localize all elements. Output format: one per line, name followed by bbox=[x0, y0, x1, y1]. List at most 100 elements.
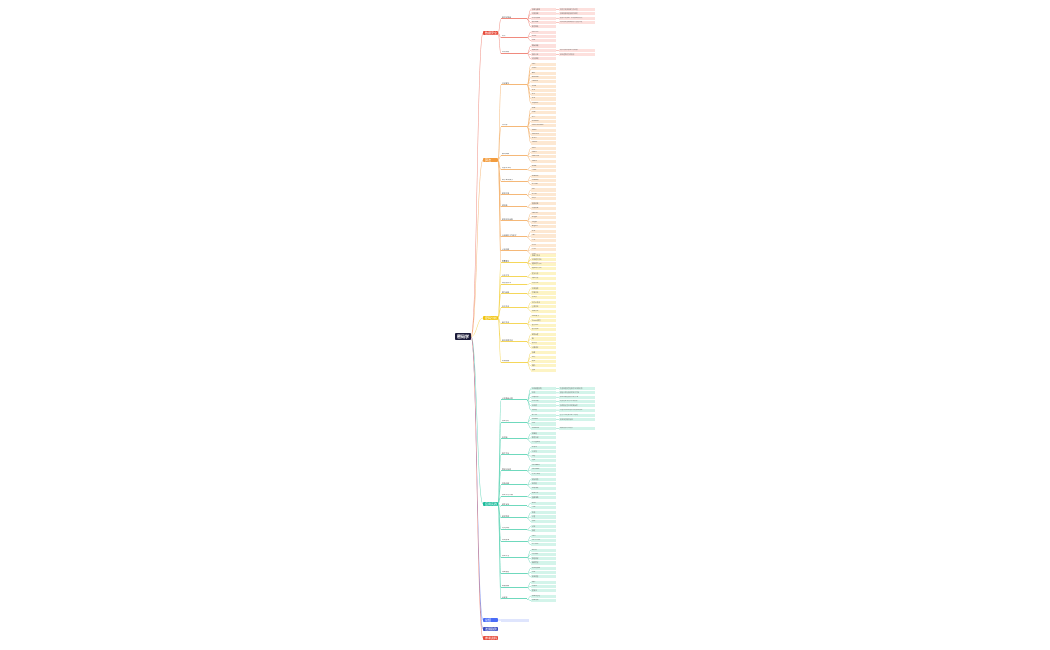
leaf-node[interactable]: SSH bbox=[531, 39, 556, 43]
detail-node[interactable]: 网络身份认证协议 bbox=[559, 426, 595, 430]
leaf-node[interactable]: 钱包 bbox=[531, 454, 556, 458]
sub-node[interactable]: 云安全 bbox=[501, 596, 527, 600]
leaf-node[interactable]: ECDH bbox=[531, 192, 556, 196]
leaf-node[interactable]: Blowfish bbox=[531, 75, 556, 80]
leaf-node[interactable]: 已知明文攻击 bbox=[531, 258, 556, 262]
branch-node[interactable]: 密码分析 bbox=[483, 315, 498, 321]
leaf-node[interactable]: 比特币 bbox=[531, 445, 556, 450]
leaf-node[interactable]: AES bbox=[531, 71, 556, 75]
leaf-node[interactable]: 工作量证明 bbox=[531, 440, 556, 444]
leaf-node[interactable]: 端到端加密 bbox=[531, 566, 556, 570]
sub-node[interactable]: 密钥管理 bbox=[501, 515, 527, 519]
leaf-node[interactable]: 部分同态 bbox=[531, 478, 556, 482]
leaf-node[interactable]: IDEA bbox=[531, 84, 556, 88]
sub-node[interactable]: 防御措施 bbox=[501, 360, 527, 363]
sub-node[interactable]: 访问控制 bbox=[501, 527, 527, 530]
leaf-node[interactable]: PCI DSS bbox=[531, 543, 556, 547]
leaf-node[interactable]: 认证 bbox=[531, 525, 556, 529]
leaf-node[interactable]: McEliece bbox=[531, 132, 556, 136]
leaf-node[interactable]: ECDSA bbox=[531, 183, 556, 187]
leaf-node[interactable]: ECB bbox=[531, 230, 556, 234]
leaf-node[interactable]: zk-SNARK bbox=[531, 464, 556, 468]
leaf-node[interactable]: TPM bbox=[531, 505, 556, 509]
detail-node[interactable]: 验证申请者身份后转交CA bbox=[559, 395, 595, 399]
leaf-node[interactable]: 熵 bbox=[531, 337, 556, 341]
leaf-node[interactable]: CBC bbox=[531, 234, 556, 238]
branch-node[interactable]: 总结 bbox=[483, 617, 498, 623]
leaf-node[interactable]: ISO 27001 bbox=[531, 538, 556, 543]
leaf-node[interactable]: scrypt bbox=[531, 220, 556, 224]
sub-node[interactable]: 区块链 bbox=[501, 436, 527, 439]
sub-node[interactable]: 侧信道攻击 bbox=[501, 282, 527, 285]
leaf-node[interactable]: Rabin bbox=[531, 128, 556, 132]
leaf-node[interactable]: 选择密文攻击 bbox=[531, 266, 556, 271]
leaf-node[interactable]: 以太坊 bbox=[531, 450, 556, 454]
leaf-node[interactable]: Serpent bbox=[531, 101, 556, 105]
leaf-node[interactable]: 安全消息 bbox=[531, 575, 556, 579]
sub-node[interactable]: 攻击类型 bbox=[501, 260, 527, 264]
leaf-node[interactable]: Shor算法 bbox=[531, 314, 556, 319]
leaf-node[interactable]: DH bbox=[531, 188, 556, 192]
leaf-node[interactable]: 加密与解密 bbox=[531, 8, 556, 12]
leaf-node[interactable]: VPN bbox=[531, 571, 556, 575]
leaf-node[interactable]: bcrypt bbox=[531, 216, 556, 220]
leaf-node[interactable]: 量子模拟 bbox=[531, 327, 556, 331]
sub-node[interactable]: 随机数 bbox=[501, 204, 527, 208]
sub-node[interactable]: 非对称 bbox=[501, 124, 527, 127]
sub-node[interactable]: 加密通信 bbox=[501, 571, 527, 574]
sub-node[interactable]: 暴力破解 bbox=[501, 291, 527, 295]
sub-node[interactable]: 合规标准 bbox=[501, 539, 527, 542]
detail-node[interactable]: 加密和解密使用相同密钥 bbox=[559, 12, 595, 16]
sub-node[interactable]: 对称算法 bbox=[501, 82, 527, 86]
leaf-node[interactable]: DSA bbox=[531, 111, 556, 115]
leaf-node[interactable]: 证书 bbox=[531, 391, 556, 395]
branch-node[interactable]: 发展趋势 bbox=[483, 626, 498, 632]
leaf-node[interactable]: 彩虹表 bbox=[531, 295, 556, 299]
leaf-node[interactable]: 密钥长度 bbox=[531, 333, 556, 337]
detail-node[interactable]: 验证通信双方的身份 bbox=[559, 53, 595, 57]
sub-node[interactable]: 消息认证码 bbox=[501, 167, 527, 170]
leaf-node[interactable]: 掩码 bbox=[531, 580, 556, 584]
leaf-node[interactable]: Diffie-Hellman bbox=[531, 124, 556, 128]
sub-node[interactable]: 硬件安全 bbox=[501, 503, 527, 507]
sub-node[interactable]: 量子攻击 bbox=[501, 321, 527, 325]
leaf-node[interactable]: 3DES bbox=[531, 67, 556, 71]
leaf-node[interactable]: RSA签名 bbox=[531, 174, 556, 178]
detail-node[interactable]: 保护存储在磁盘上的数据 bbox=[559, 48, 595, 52]
leaf-node[interactable]: RSA bbox=[531, 107, 556, 111]
leaf-node[interactable]: 令牌化 bbox=[531, 584, 556, 589]
leaf-node[interactable]: 证书库 bbox=[531, 404, 556, 408]
sub-node[interactable]: 散列函数 bbox=[501, 153, 527, 156]
leaf-node[interactable]: 假名化 bbox=[531, 589, 556, 593]
branch-node[interactable]: 数据安全 bbox=[483, 30, 498, 36]
leaf-node[interactable]: 代码审计 bbox=[531, 552, 556, 556]
sub-node[interactable]: 安全协议 bbox=[501, 420, 527, 423]
leaf-node[interactable]: 秘密共享 bbox=[531, 491, 556, 496]
leaf-node[interactable]: 数据传输 bbox=[531, 44, 556, 48]
leaf-node[interactable]: RC6 bbox=[531, 97, 556, 101]
leaf-node[interactable]: SHA-3 bbox=[531, 159, 556, 163]
leaf-node[interactable]: S/MIME bbox=[531, 418, 556, 422]
leaf-node[interactable]: 生成 bbox=[531, 511, 556, 515]
leaf-node[interactable]: 字典攻击 bbox=[531, 291, 556, 295]
leaf-node[interactable]: PBKDF2 bbox=[531, 211, 556, 216]
sub-node[interactable]: 安全多方计算 bbox=[501, 494, 527, 497]
sub-node[interactable] bbox=[501, 618, 529, 622]
leaf-node[interactable]: 证书颁发机构 bbox=[531, 387, 556, 391]
leaf-node[interactable]: 混淆电路 bbox=[531, 496, 556, 500]
leaf-node[interactable]: Twofish bbox=[531, 80, 556, 84]
leaf-node[interactable]: 加密存储 bbox=[531, 598, 556, 602]
leaf-node[interactable]: 混淆 bbox=[531, 368, 556, 372]
leaf-node[interactable]: 复杂度 bbox=[531, 341, 556, 345]
detail-node[interactable]: 从根证书到终端证书的验证路径 bbox=[559, 408, 595, 412]
leaf-node[interactable]: HSM bbox=[531, 501, 556, 505]
leaf-node[interactable]: 云密钥管理 bbox=[531, 594, 556, 598]
leaf-node[interactable]: 应用场景 bbox=[531, 486, 556, 490]
leaf-node[interactable]: 加盐 bbox=[531, 351, 556, 355]
leaf-node[interactable]: 数字签名 bbox=[531, 25, 556, 29]
leaf-node[interactable]: 访问控制 bbox=[531, 57, 556, 61]
leaf-node[interactable]: Paillier bbox=[531, 141, 556, 145]
leaf-node[interactable]: 中间人攻击 bbox=[531, 301, 556, 305]
detail-node[interactable]: 将失效证书列入吊销列表 bbox=[559, 399, 595, 404]
leaf-node[interactable]: 计算成本 bbox=[531, 346, 556, 350]
